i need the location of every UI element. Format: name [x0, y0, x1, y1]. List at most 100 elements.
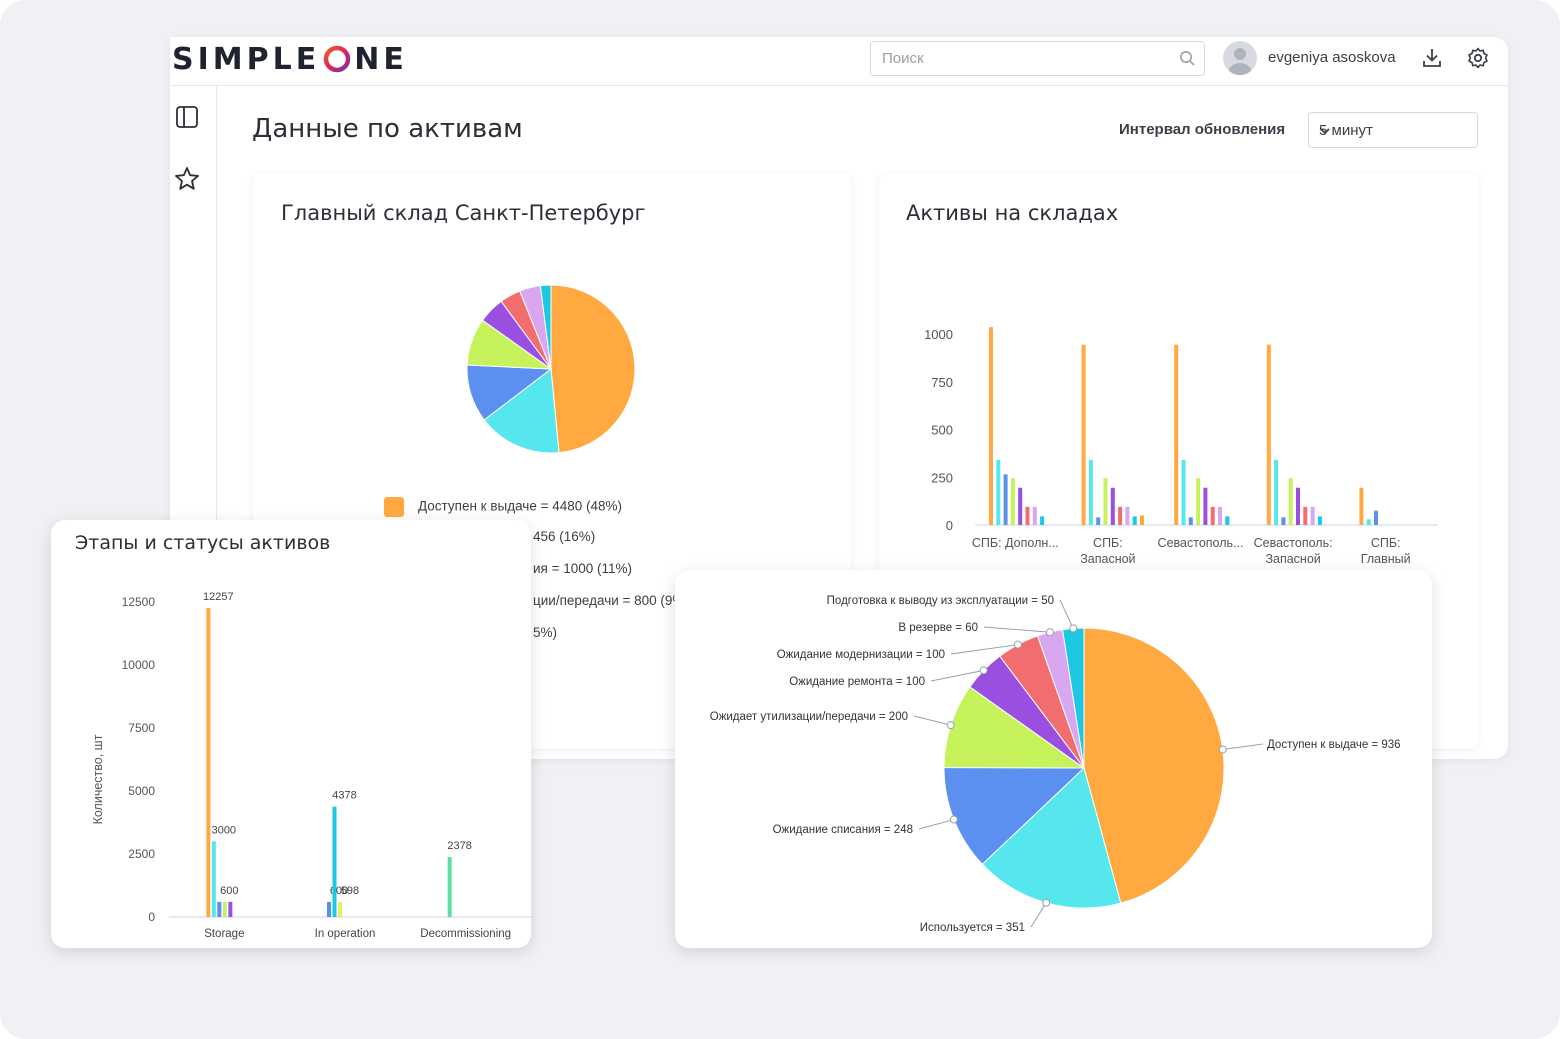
data-label: 4378: [332, 790, 356, 802]
y-axis-title: Количество, шт: [91, 734, 105, 824]
legend-item[interactable]: ия = 1000 (11%): [533, 561, 632, 576]
slice-label: Ожидание модернизации = 100: [777, 649, 945, 661]
sidebar-toggle-icon[interactable]: [173, 103, 201, 131]
bar[interactable]: [1174, 344, 1179, 525]
bar[interactable]: [1310, 506, 1315, 525]
x-tick-label: Главный: [1361, 552, 1411, 566]
leader-dot: [949, 815, 958, 824]
bar[interactable]: [1210, 506, 1215, 525]
bar[interactable]: [1003, 474, 1008, 525]
y-tick-label: 5000: [128, 784, 155, 798]
bar[interactable]: [1296, 487, 1300, 525]
bar[interactable]: [1288, 478, 1293, 525]
legend-label: Доступен к выдаче = 4480 (48%): [418, 498, 623, 514]
bar[interactable]: [1096, 517, 1101, 525]
bar[interactable]: [1188, 517, 1193, 525]
bar[interactable]: [1125, 506, 1130, 525]
data-label: 598: [341, 885, 359, 897]
bar[interactable]: [1196, 478, 1201, 525]
avatar[interactable]: [1223, 41, 1257, 75]
leader-line: [1030, 902, 1047, 928]
leader-dot: [1013, 640, 1022, 649]
gear-icon[interactable]: [1466, 46, 1490, 75]
bar[interactable]: [1274, 460, 1279, 525]
bar[interactable]: [228, 901, 233, 917]
pie-spb-slice[interactable]: [550, 284, 636, 454]
bar[interactable]: [338, 901, 342, 917]
bar[interactable]: [1181, 460, 1186, 525]
x-tick-label: Севастополь...: [1158, 536, 1244, 550]
legend-label: 5%): [533, 625, 558, 640]
pie-spb-slice[interactable]: [539, 284, 552, 370]
x-tick-label: In operation: [315, 928, 376, 940]
card-asset-stages: Этапы и статусы активов 0 2500 5000 7500 100…: [51, 520, 531, 948]
x-tick-label: Storage: [204, 928, 244, 940]
download-icon[interactable]: [1421, 47, 1443, 74]
x-tick-label: Запасной: [1080, 552, 1135, 566]
leader-line: [930, 669, 984, 682]
chevron-down-icon[interactable]: [1319, 124, 1465, 141]
slice-label: Ожидание списания = 248: [773, 824, 913, 836]
search-box[interactable]: [870, 41, 1205, 76]
y-tick-label: 7500: [128, 721, 155, 735]
bar[interactable]: [447, 857, 452, 917]
bar[interactable]: [1303, 506, 1308, 525]
bar[interactable]: [1025, 506, 1030, 525]
bar[interactable]: [1374, 510, 1378, 525]
legend-swatch: [384, 497, 404, 517]
card-title-stages: Этапы и статусы активов: [75, 532, 331, 554]
legend-label: ия = 1000 (11%): [533, 561, 633, 576]
bar[interactable]: [1110, 487, 1115, 525]
card-title-spb: Главный склад Санкт-Петербург: [281, 201, 646, 225]
bar[interactable]: [1366, 519, 1371, 525]
pie-spb-slice[interactable]: [483, 368, 560, 454]
interval-select[interactable]: 5 минут: [1308, 112, 1478, 148]
bar[interactable]: [332, 806, 337, 917]
sidebar: [170, 85, 217, 759]
bar[interactable]: [1225, 516, 1230, 525]
legend-item[interactable]: Доступен к выдаче = 4480 (48%): [384, 497, 622, 517]
legend-label: ции/передачи = 800 (9%: [533, 593, 685, 608]
bar[interactable]: [1118, 506, 1123, 525]
bar[interactable]: [1359, 487, 1364, 525]
bar[interactable]: [1218, 506, 1222, 525]
data-label: 2378: [447, 840, 471, 852]
bar[interactable]: [1081, 344, 1086, 525]
bar[interactable]: [1018, 487, 1023, 525]
x-tick-label: СПБ: Дополн...: [972, 536, 1059, 550]
bar[interactable]: [1103, 478, 1108, 525]
bar[interactable]: [1032, 506, 1037, 525]
slice-label: Используется = 351: [920, 922, 1025, 934]
favorites-star-icon[interactable]: [173, 165, 201, 193]
bar[interactable]: [1140, 515, 1144, 525]
bar[interactable]: [1040, 516, 1045, 525]
bar[interactable]: [217, 901, 222, 917]
bar[interactable]: [1281, 517, 1286, 525]
bar[interactable]: [989, 327, 993, 525]
leader-dot: [979, 666, 988, 675]
bar[interactable]: [206, 608, 211, 917]
bar[interactable]: [327, 901, 331, 917]
legend-item[interactable]: 5%): [533, 625, 557, 640]
bar[interactable]: [996, 460, 1001, 525]
logo-ring-icon: [323, 45, 351, 73]
legend-item[interactable]: 456 (16%): [533, 529, 595, 544]
slice-label: Доступен к выдаче = 936: [1267, 739, 1401, 751]
leader-line: [983, 626, 1050, 633]
user-name[interactable]: evgeniya asoskova: [1268, 49, 1396, 66]
search-input[interactable]: [880, 49, 1174, 68]
search-icon[interactable]: [1179, 50, 1195, 71]
bar[interactable]: [222, 901, 227, 917]
bar[interactable]: [1266, 344, 1271, 525]
bar-chart-warehouses: 0 250 500 750 1000 СПБ: Дополн... СПБ: Запасной…: [924, 327, 1438, 566]
data-label: 12257: [203, 591, 234, 603]
legend-item[interactable]: ции/передачи = 800 (9%: [533, 593, 684, 608]
bar[interactable]: [1317, 516, 1322, 525]
bar[interactable]: [1088, 460, 1093, 525]
y-tick-label: 1000: [924, 327, 953, 342]
slice-label: В резерве = 60: [898, 622, 978, 634]
bar[interactable]: [211, 841, 216, 917]
bar[interactable]: [1010, 478, 1015, 525]
bar[interactable]: [1132, 516, 1137, 525]
bar[interactable]: [1203, 487, 1208, 525]
